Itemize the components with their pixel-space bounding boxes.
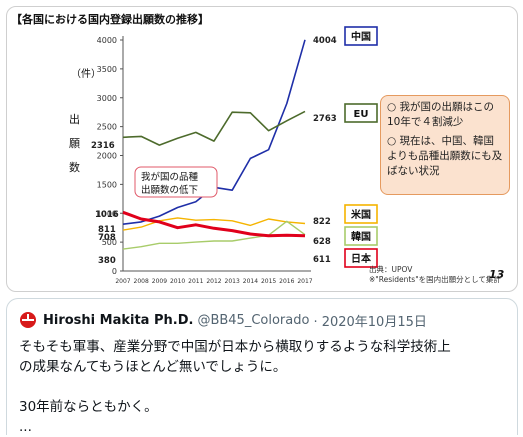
x-tick-label: 2017: [297, 278, 312, 285]
y-tick-label: 1000: [97, 209, 117, 218]
x-tick-label: 2010: [170, 278, 185, 285]
tweet-line-3: 30年前ならともかく。: [19, 399, 158, 415]
page-number: 13: [489, 268, 505, 281]
legend-box: [344, 26, 378, 46]
tweet-line-2: の成果なんてもうほとんど無いでしょうに。: [19, 359, 287, 375]
y-tick-label: 4000: [97, 36, 117, 45]
summary-note: ○ 我が国の出願はこの10年で４割減少 ○ 現在は、中国、韓国よりも品種出願数に…: [380, 95, 510, 195]
callout-text-line1: 我が国の品種: [141, 171, 199, 183]
x-tick-label: 2008: [134, 278, 149, 285]
author-handle[interactable]: @BB45_Colorado: [197, 312, 310, 328]
slide-image: 【各国における国内登録出願数の推移】 （件） 出 願 数 0 500 1000 150…: [6, 6, 518, 292]
series-start-label: 2316: [91, 141, 115, 151]
source-note: ※"Residents"を国内出願分として集計: [369, 274, 501, 284]
series-start-label: 380: [98, 256, 116, 266]
series-line: [122, 217, 306, 231]
x-tick-label: 2016: [279, 278, 294, 285]
x-tick-label: 2013: [225, 278, 240, 285]
tweet-ellipsis: ...: [19, 419, 32, 435]
y-tick-label: 3500: [97, 65, 117, 74]
legend-label: EU: [354, 109, 369, 120]
tweet-card[interactable]: Hiroshi Makita Ph.D. @BB45_Colorado · 20…: [6, 298, 518, 435]
legend-label: 米国: [351, 208, 371, 221]
title-bg: [11, 11, 373, 27]
x-tick-label: 2015: [261, 278, 276, 285]
series-start-label: 811: [98, 225, 116, 235]
series-end-label: 628: [313, 237, 331, 247]
legend-label: 中国: [351, 30, 371, 43]
series-start-label: 1016: [95, 210, 119, 220]
y-tick-label: 1500: [97, 180, 117, 189]
legend-box: [344, 248, 378, 268]
note-item-2: ○ 現在は、中国、韓国よりも品種出願数にも及ばない状況: [387, 135, 503, 177]
tweet-line-1: そもそも軍事、産業分野で中国が日本から横取りするような科学技術上: [19, 339, 451, 355]
author-name[interactable]: Hiroshi Makita Ph.D.: [43, 312, 194, 328]
y-tick-label: 2500: [97, 123, 117, 132]
line-chart: 【各国における国内登録出願数の推移】 （件） 出 願 数 0 500 1000 150…: [11, 11, 505, 285]
legend-label: 日本: [351, 252, 372, 265]
x-tick-label: 2011: [188, 278, 203, 285]
legend-label: 韓国: [351, 230, 371, 243]
series-end-label: 4004: [313, 36, 337, 46]
x-tick-label: 2007: [115, 278, 130, 285]
source-label: 出典：UPOV: [369, 264, 413, 274]
y-tick-label: 3000: [97, 94, 117, 103]
x-tick-label: 2009: [152, 278, 167, 285]
tweet-text: そもそも軍事、産業分野で中国が日本から横取りするような科学技術上 の成果なんても…: [19, 337, 509, 437]
x-tick-label: 2014: [243, 278, 258, 285]
tweet-header: Hiroshi Makita Ph.D. @BB45_Colorado · 20…: [19, 311, 427, 330]
ylabel-char-3: 数: [69, 161, 80, 174]
series-end-label: 822: [313, 217, 331, 227]
tweet-date[interactable]: · 2020年10月15日: [313, 314, 427, 330]
series-line: [122, 220, 306, 250]
series-line: [122, 110, 306, 146]
y-tick-label: 500: [102, 238, 117, 247]
series-end-label: 611: [313, 255, 331, 265]
avatar-icon[interactable]: [19, 311, 37, 329]
series-start-label: 708: [98, 233, 116, 243]
note-item-1: ○ 我が国の出願はこの10年で４割減少: [387, 101, 494, 128]
y-unit-label: （件）: [71, 68, 101, 80]
legend-box: [344, 103, 378, 123]
ylabel-char-1: 出: [69, 112, 80, 126]
y-tick-label: 2000: [97, 152, 117, 161]
y-tick-label: 0: [112, 267, 117, 276]
ylabel-char-2: 願: [69, 137, 80, 150]
series-line: [122, 210, 306, 238]
chart-title: 【各国における国内登録出願数の推移】: [11, 12, 209, 26]
callout-text-line2: 出願数の低下: [141, 184, 198, 196]
callout-box: [134, 166, 218, 198]
legend-box: [344, 204, 378, 224]
legend-box: [344, 226, 378, 246]
x-tick-label: 2012: [206, 278, 221, 285]
series-end-label: 2763: [313, 114, 337, 124]
